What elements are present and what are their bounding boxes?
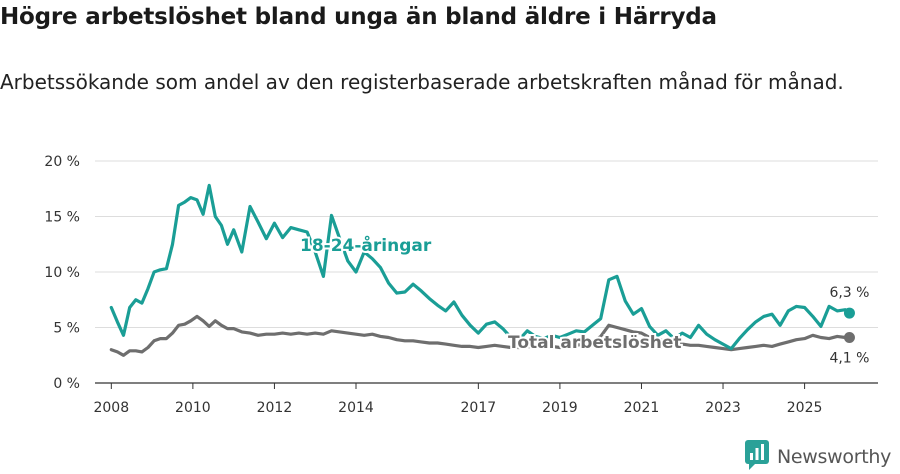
total-end-point (843, 331, 855, 343)
y-tick-label: 15 % (44, 210, 80, 226)
x-tick-label: 2012 (257, 400, 293, 416)
x-axis: 2008 2010 2012 2014 2017 2019 2021 2023 2025 (93, 382, 878, 416)
x-tick-label: 2021 (624, 400, 660, 416)
youth-series-label: 18-24-åringar (300, 234, 432, 256)
x-tick-label: 2023 (705, 400, 741, 416)
x-tick-label: 2019 (542, 400, 578, 416)
brand-name: Newsworthy (777, 446, 892, 468)
x-tick-label: 2010 (175, 400, 211, 416)
y-axis-ticks: 0 % 5 % 10 % 15 % 20 % (44, 154, 80, 392)
y-tick-label: 20 % (44, 154, 80, 170)
x-tick-label: 2017 (461, 400, 497, 416)
x-tick-label: 2008 (93, 400, 129, 416)
chart-subtitle: Arbetssökande som andel av den registerb… (0, 70, 844, 94)
x-tick-label: 2014 (338, 400, 374, 416)
total-unemployment-line (109, 314, 852, 357)
bar-chart-logo-icon (745, 440, 769, 474)
chart-title: Högre arbetslöshet bland unga än bland ä… (0, 4, 717, 30)
y-tick-label: 0 % (53, 376, 80, 392)
series-lines (109, 183, 855, 357)
grid-lines (95, 160, 878, 328)
youth-end-label: 6,3 % (829, 285, 869, 301)
youth-unemployment-line (109, 183, 852, 351)
total-series-label: Total arbetslöshet (508, 333, 682, 353)
brand-footer: Newsworthy (745, 440, 891, 474)
y-tick-label: 10 % (44, 265, 80, 281)
total-end-label: 4,1 % (829, 350, 869, 366)
x-tick-label: 2025 (787, 400, 823, 416)
series-labels: 18-24-åringar Total arbetslöshet 6,3 % 4,1 … (298, 232, 869, 366)
youth-end-point (843, 307, 855, 319)
y-tick-label: 5 % (53, 321, 80, 337)
